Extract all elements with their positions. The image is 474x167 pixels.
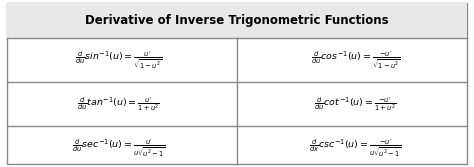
Text: $\frac{d}{dx}\mathit{csc}^{-1}(u) = \frac{-u^{\prime}}{u\sqrt{u^{2}-1}}$: $\frac{d}{dx}\mathit{csc}^{-1}(u) = \fra… — [309, 137, 402, 159]
Text: $\frac{d}{du}\mathit{cos}^{-1}(u) = \frac{-u^{\prime}}{\sqrt{1-u^{2}}}$: $\frac{d}{du}\mathit{cos}^{-1}(u) = \fra… — [311, 49, 400, 71]
Text: $\frac{d}{du}\mathit{tan}^{-1}(u) = \frac{u^{\prime}}{1+u^{2}}$: $\frac{d}{du}\mathit{tan}^{-1}(u) = \fra… — [77, 95, 160, 113]
Text: $\frac{d}{du}\mathit{sec}^{-1}(u) = \frac{u^{\prime}}{u\sqrt{u^{2}-1}}$: $\frac{d}{du}\mathit{sec}^{-1}(u) = \fra… — [72, 137, 165, 159]
Text: Derivative of Inverse Trigonometric Functions: Derivative of Inverse Trigonometric Func… — [85, 14, 389, 27]
Text: $\frac{d}{du}\mathit{sin}^{-1}(u) = \frac{u^{\prime}}{\sqrt{1-u^{2}}}$: $\frac{d}{du}\mathit{sin}^{-1}(u) = \fra… — [75, 49, 162, 71]
Bar — [7, 3, 467, 38]
Text: $\frac{d}{du}\mathit{cot}^{-1}(u) = \frac{-u^{\prime}}{1+u^{2}}$: $\frac{d}{du}\mathit{cot}^{-1}(u) = \fra… — [314, 95, 397, 113]
